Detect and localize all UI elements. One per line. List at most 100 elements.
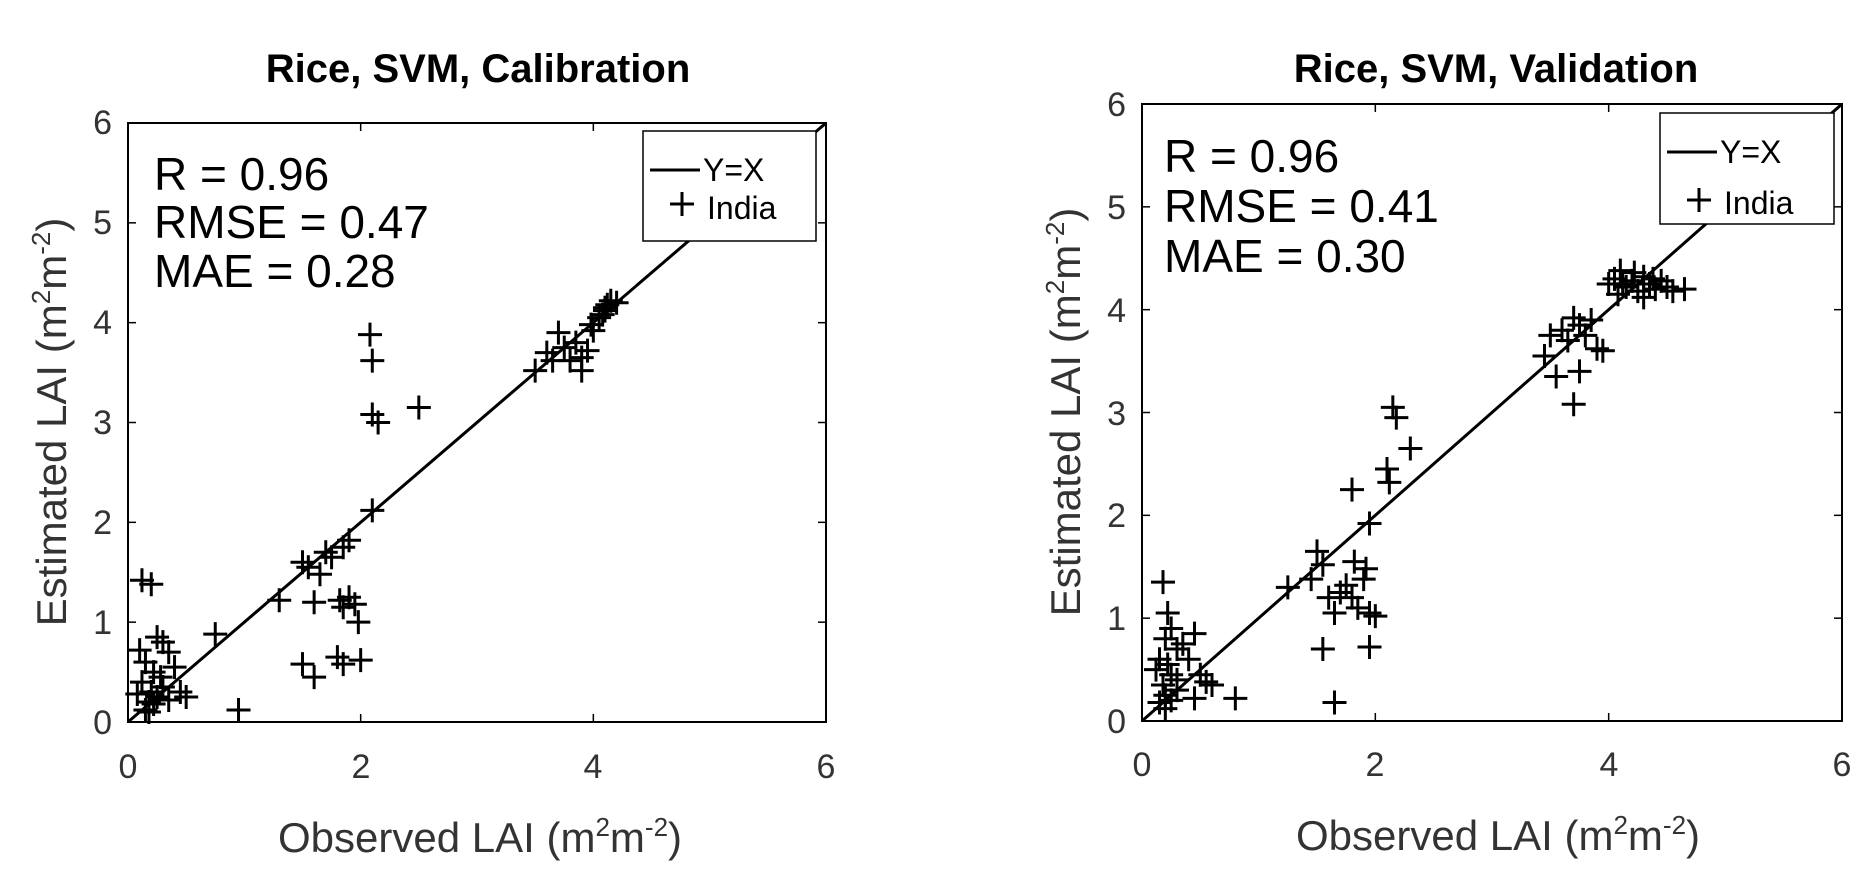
legend: Y=X India	[642, 130, 817, 242]
y-tick-label: 0	[1107, 703, 1126, 741]
data-point-plus-marker	[1357, 634, 1382, 659]
data-point-plus-marker	[1275, 575, 1300, 600]
stat-r: R = 0.96	[154, 148, 329, 200]
data-point-plus-marker	[1316, 585, 1341, 610]
data-point-plus-marker	[150, 630, 175, 655]
data-point-plus-marker	[366, 410, 391, 435]
data-point-plus-marker	[1375, 457, 1399, 482]
y-axis-label: Estimated LAI (m2m-2)	[26, 218, 75, 627]
data-point-plus-marker	[1608, 258, 1633, 283]
stat-r: R = 0.96	[1164, 130, 1339, 182]
data-point-plus-marker	[1590, 338, 1615, 363]
data-point-plus-marker	[1153, 696, 1178, 721]
legend-label-reference: Y=X	[1720, 134, 1781, 170]
data-point-plus-marker	[156, 688, 181, 713]
data-point-plus-marker	[1655, 275, 1679, 300]
data-point-plus-marker	[1351, 567, 1376, 592]
x-axis-unit: )	[668, 814, 682, 861]
data-point-plus-marker	[1538, 323, 1563, 348]
data-point-plus-marker	[331, 595, 356, 620]
data-points	[1144, 258, 1697, 721]
data-point-plus-marker	[162, 655, 187, 680]
y-tick-label: 5	[1107, 189, 1126, 227]
data-point-plus-marker	[1606, 282, 1630, 307]
y-tick-label: 3	[1107, 395, 1126, 433]
x-tick-label: 6	[817, 748, 836, 786]
data-point-plus-marker	[1561, 392, 1586, 417]
data-point-plus-marker	[1334, 573, 1359, 598]
stat-rmse: RMSE = 0.41	[1164, 180, 1439, 232]
y-axis-label-text: Estimated LAI	[28, 365, 75, 626]
data-point-plus-marker	[148, 665, 173, 690]
calibration-chart: Rice, SVM, Calibration 0 1 2 3 4 5 6 0 2…	[26, 47, 835, 861]
y-axis-unit: m	[1042, 245, 1089, 280]
chart-title: Rice, SVM, Calibration	[266, 47, 691, 91]
unit-superscript: 2	[595, 812, 609, 842]
unit-superscript: 2	[1040, 280, 1070, 294]
data-point-plus-marker	[1151, 570, 1175, 595]
data-point-plus-marker	[552, 335, 577, 360]
data-point-plus-marker	[1144, 657, 1168, 682]
data-point-plus-marker	[558, 348, 583, 373]
data-point-plus-marker	[1176, 647, 1201, 672]
data-point-plus-marker	[342, 592, 367, 617]
data-points	[125, 288, 629, 725]
unit-superscript: -2	[26, 232, 56, 255]
unit-superscript: 2	[1613, 810, 1627, 840]
stat-rmse: RMSE = 0.47	[154, 196, 429, 248]
unit-superscript: -2	[1663, 810, 1686, 840]
data-point-plus-marker	[1622, 260, 1647, 285]
data-point-plus-marker	[319, 545, 344, 570]
data-point-plus-marker	[546, 320, 571, 345]
data-point-plus-marker	[1322, 690, 1347, 715]
axis-ticks	[1141, 103, 1843, 722]
legend: Y=X India	[1659, 112, 1835, 225]
unit-superscript: 2	[26, 290, 56, 304]
x-axis-label: Observed LAI (m2m-2)	[278, 812, 682, 861]
data-point-plus-marker	[1151, 673, 1175, 698]
data-point-plus-marker	[267, 588, 292, 613]
data-point-plus-marker	[1631, 285, 1656, 310]
data-point-plus-marker	[136, 700, 161, 725]
data-point-plus-marker	[1363, 604, 1388, 629]
x-axis-unit: (m	[546, 814, 595, 861]
data-point-plus-marker	[1153, 626, 1178, 651]
data-point-plus-marker	[1555, 328, 1580, 353]
data-point-plus-marker	[348, 648, 373, 673]
data-point-plus-marker	[1345, 595, 1370, 620]
legend-plus-marker-icon	[1687, 188, 1711, 212]
x-axis-label-text: Observed LAI	[1296, 812, 1553, 859]
y-tick-label: 2	[1107, 497, 1126, 535]
data-point-plus-marker	[569, 358, 594, 383]
y-axis-label-text: Estimated LAI	[1042, 355, 1089, 616]
unit-superscript: -2	[1040, 222, 1070, 245]
data-point-plus-marker	[1147, 690, 1172, 715]
legend-box	[1659, 112, 1835, 225]
data-point-plus-marker	[1380, 395, 1405, 420]
data-point-plus-marker	[357, 322, 382, 347]
y-tick-label: 0	[93, 704, 112, 742]
data-point-plus-marker	[156, 640, 181, 665]
data-point-plus-marker	[1159, 616, 1184, 641]
x-tick-label: 2	[352, 748, 371, 786]
x-axis-unit: )	[1686, 812, 1700, 859]
y-tick-label: 1	[93, 604, 112, 642]
data-point-plus-marker	[1182, 686, 1207, 711]
x-tick-label: 4	[1600, 746, 1619, 784]
data-point-plus-marker	[1155, 601, 1180, 626]
data-point-plus-marker	[1223, 686, 1248, 711]
data-point-plus-marker	[579, 312, 604, 337]
data-point-plus-marker	[1322, 601, 1347, 626]
data-point-plus-marker	[1384, 405, 1409, 430]
y-tick-label: 2	[93, 504, 112, 542]
x-axis-unit: m	[1628, 812, 1663, 859]
data-point-plus-marker	[1182, 621, 1207, 646]
data-point-plus-marker	[1165, 678, 1189, 703]
y-axis-unit: )	[28, 218, 75, 232]
data-point-plus-marker	[290, 652, 315, 677]
data-point-plus-marker	[1310, 637, 1335, 662]
data-point-plus-marker	[590, 302, 615, 327]
x-tick-label: 0	[119, 748, 138, 786]
data-point-plus-marker	[1194, 669, 1219, 694]
data-point-plus-marker	[1340, 477, 1364, 502]
